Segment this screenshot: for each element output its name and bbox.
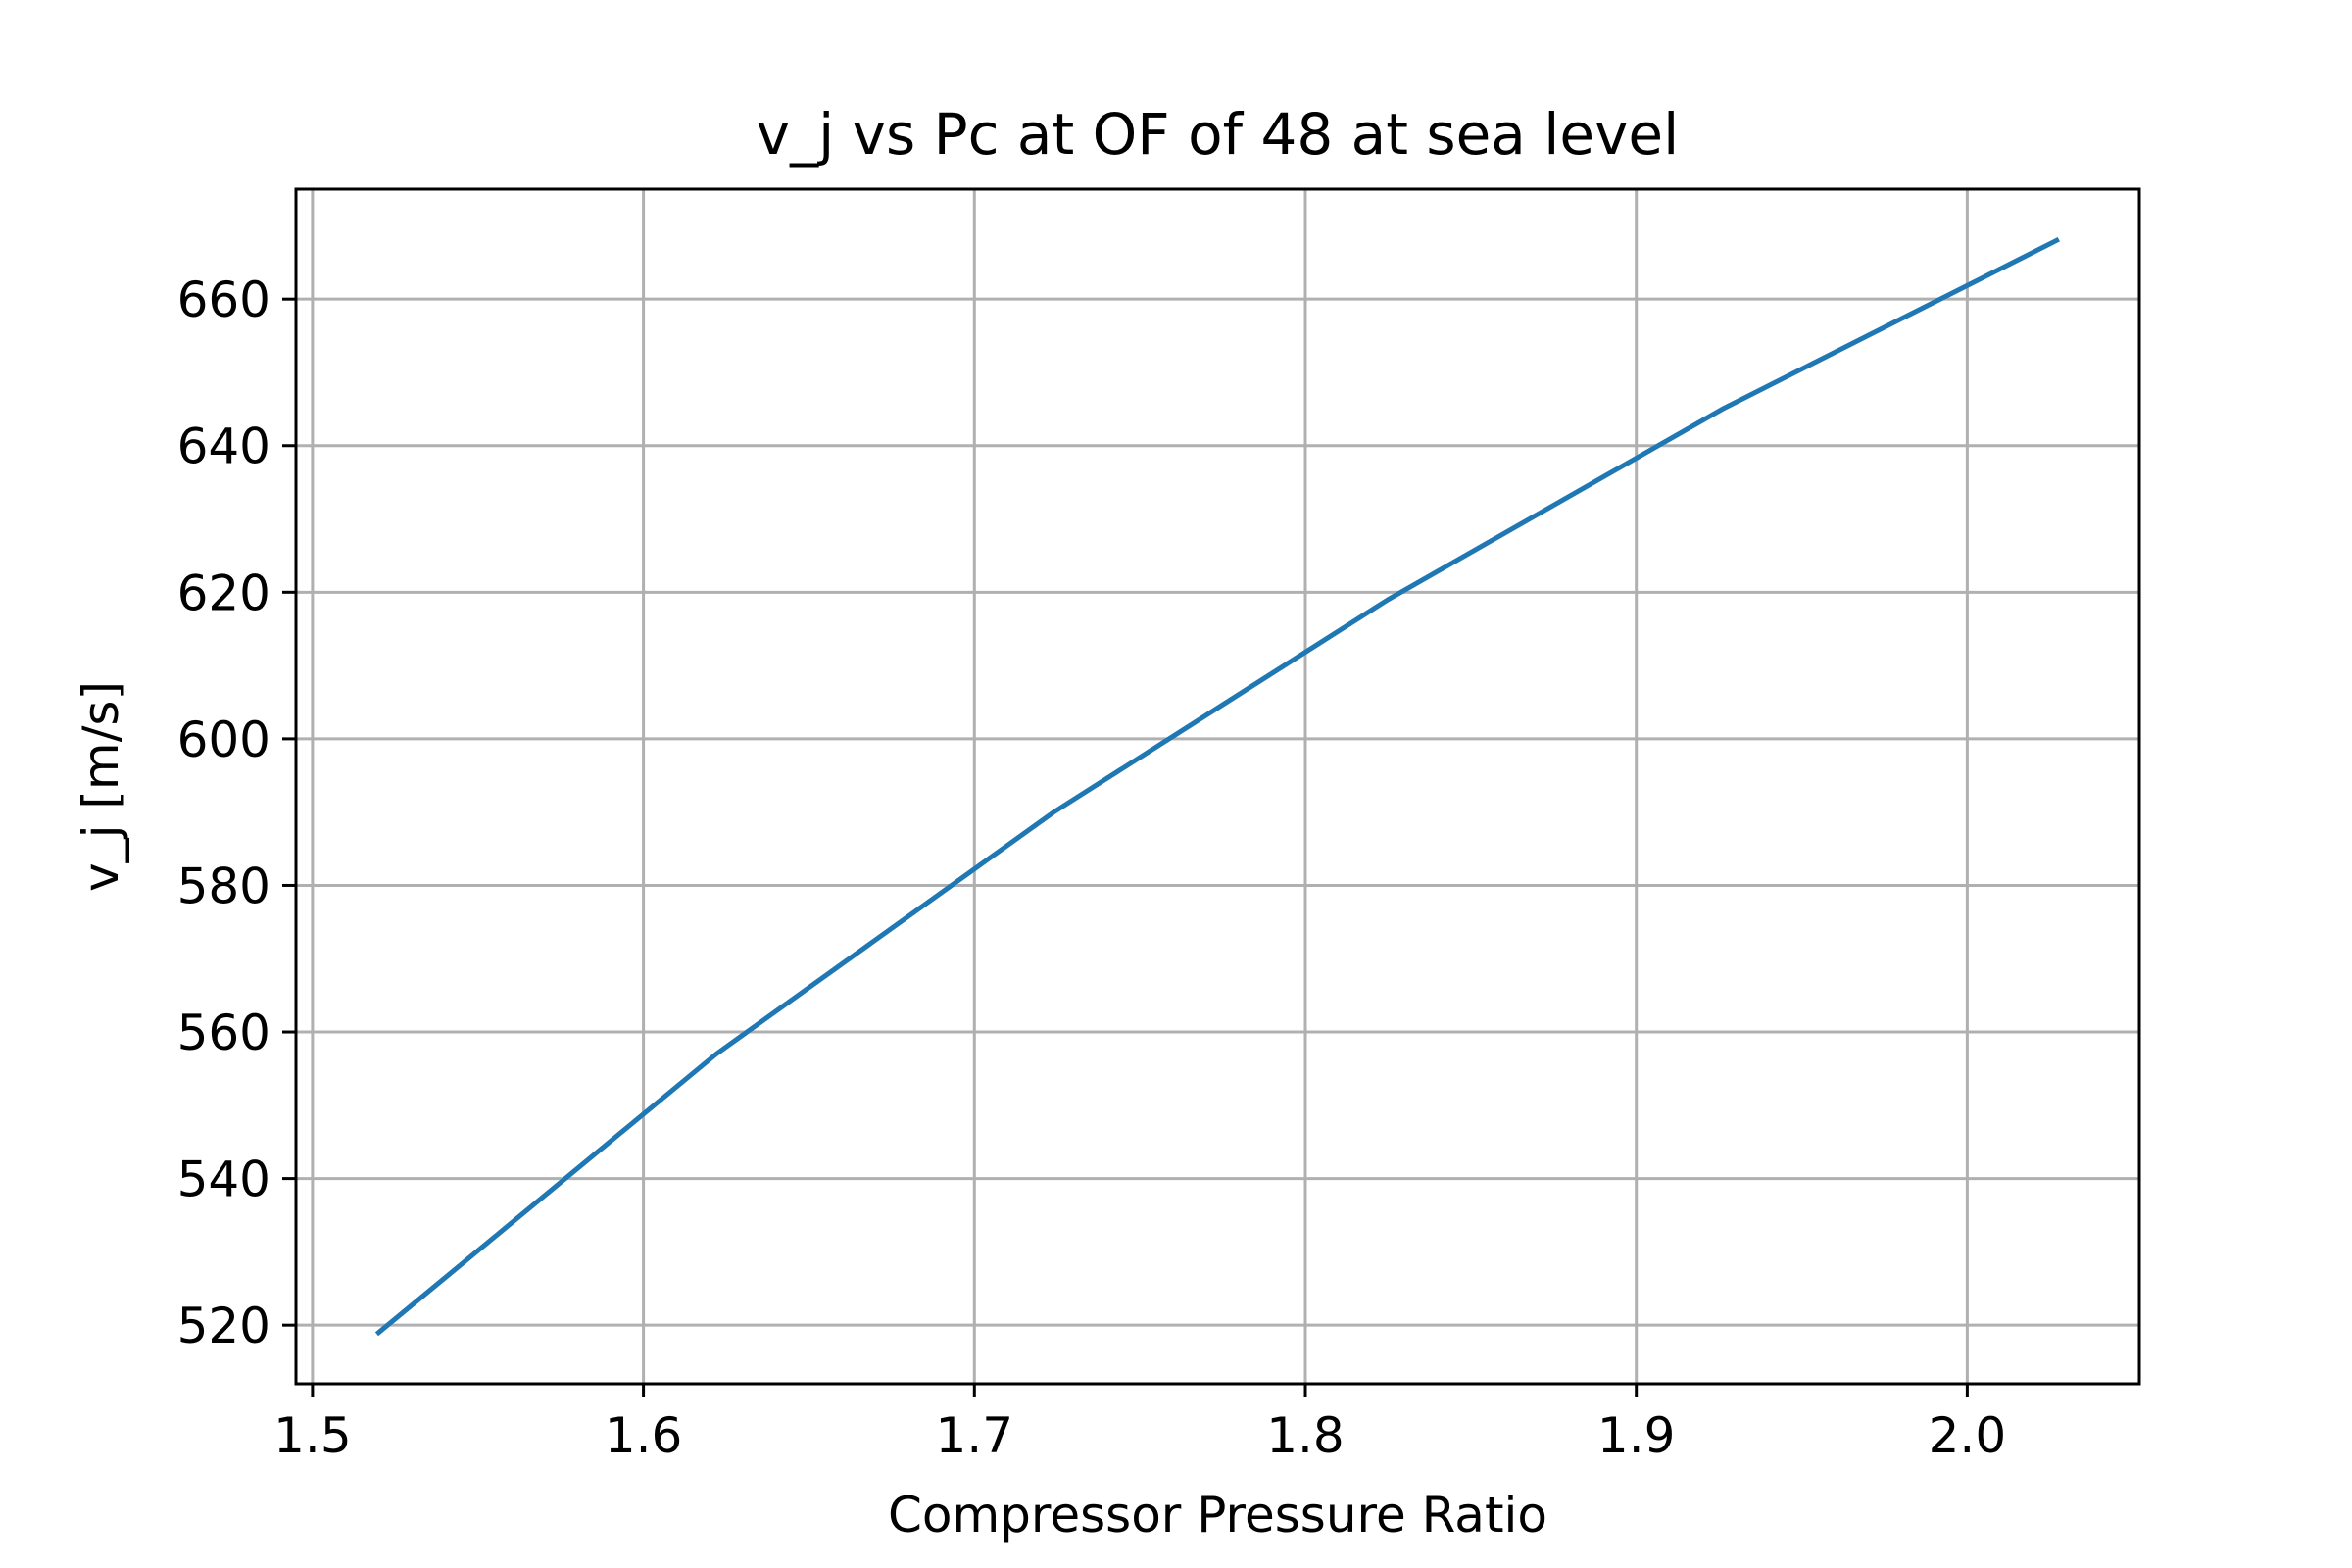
y-axis-label: v_j [m/s] bbox=[73, 681, 129, 892]
y-tick-label: 660 bbox=[177, 271, 270, 328]
series-line bbox=[374, 236, 2060, 1337]
y-tick-label: 520 bbox=[177, 1298, 270, 1354]
y-tick-label: 580 bbox=[177, 858, 270, 914]
chart-title: v_j vs Pc at OF of 48 at sea level bbox=[757, 101, 1679, 168]
y-tick-label: 600 bbox=[177, 711, 270, 768]
x-tick-label: 1.6 bbox=[605, 1407, 683, 1464]
x-axis-label: Compressor Pressure Ratio bbox=[888, 1487, 1547, 1544]
y-tick-label: 640 bbox=[177, 418, 270, 475]
x-tick-label: 1.8 bbox=[1266, 1407, 1345, 1464]
y-tick-label: 620 bbox=[177, 564, 270, 621]
y-tick-label: 560 bbox=[177, 1004, 270, 1061]
x-tick-label: 1.9 bbox=[1597, 1407, 1676, 1464]
plot-frame bbox=[294, 187, 2141, 1386]
y-tick-label: 540 bbox=[177, 1152, 270, 1208]
ticks: 1.5 1.6 1.7 1.8 1.9 2.0 520 540 560 580 600 620 640 6… bbox=[177, 271, 2007, 1464]
x-tick-label: 2.0 bbox=[1929, 1407, 2007, 1464]
x-tick-label: 1.7 bbox=[936, 1407, 1014, 1464]
x-tick-label: 1.5 bbox=[273, 1407, 352, 1464]
series-layer bbox=[374, 236, 2060, 1337]
grid bbox=[296, 189, 2139, 1384]
